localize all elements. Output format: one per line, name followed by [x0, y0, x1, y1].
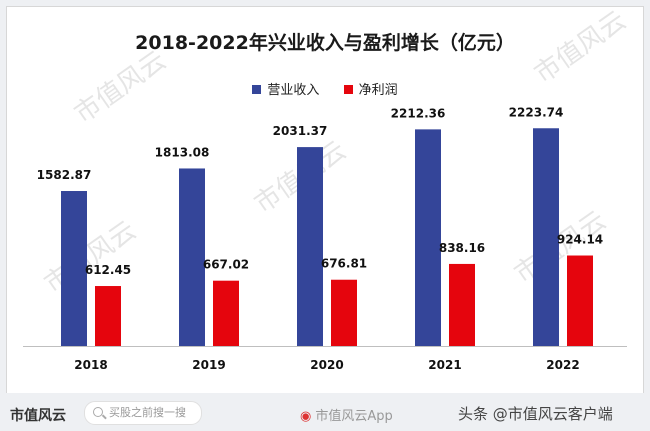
source-credit: 头条 @市值风云客户端 — [458, 405, 613, 423]
app-label-text: 市值风云App — [315, 409, 393, 424]
bar-net-profit-2022 — [567, 255, 593, 346]
bar-revenue-2020 — [297, 147, 323, 346]
legend-swatch-revenue — [252, 85, 262, 94]
app-label: ◉ 市值风云App — [300, 405, 393, 424]
bar-net-profit-2020 — [331, 279, 357, 346]
data-label-revenue-2021: 2212.36 — [391, 106, 446, 120]
x-tick-label-2020: 2020 — [310, 358, 343, 372]
data-label-net-profit-2021: 838.16 — [439, 241, 485, 255]
x-tick-label-2022: 2022 — [546, 358, 579, 372]
data-label-revenue-2019: 1813.08 — [155, 145, 210, 159]
chart-card: 市值风云 市值风云 市值风云 市值风云 市值风云 2018-2022年兴业收入与… — [6, 5, 644, 395]
data-label-revenue-2022: 2223.74 — [509, 105, 564, 119]
search-icon — [93, 407, 103, 417]
bar-revenue-2022 — [533, 128, 559, 346]
search-input[interactable]: 买股之前搜一搜 — [84, 401, 202, 425]
bar-plot: 1582.87 612.45 2018 1813.08 667.02 2019 2031.3… — [23, 105, 627, 372]
bar-revenue-2019 — [179, 168, 205, 346]
legend-label-revenue: 营业收入 — [267, 83, 320, 98]
chart-legend: 营业收入 净利润 — [7, 79, 643, 98]
bar-revenue-2021 — [415, 129, 441, 346]
legend-item-revenue: 营业收入 — [252, 79, 319, 98]
brand-logo: 市值风云 — [10, 408, 66, 424]
search-placeholder: 买股之前搜一搜 — [109, 406, 186, 419]
data-label-net-profit-2018: 612.45 — [85, 263, 131, 277]
x-tick-label-2018: 2018 — [74, 358, 107, 372]
legend-label-net-profit: 净利润 — [358, 83, 398, 98]
data-label-net-profit-2020: 676.81 — [321, 257, 367, 271]
x-tick-label-2021: 2021 — [428, 358, 461, 372]
bar-net-profit-2018 — [95, 286, 121, 346]
bar-revenue-2018 — [61, 191, 87, 346]
bar-net-profit-2019 — [213, 280, 239, 346]
footer-bar: 市值风云 买股之前搜一搜 ◉ 市值风云App 头条 @市值风云客户端 — [0, 393, 650, 431]
bar-net-profit-2021 — [449, 263, 475, 346]
legend-swatch-net-profit — [343, 85, 353, 94]
weibo-icon: ◉ — [300, 409, 312, 424]
data-label-revenue-2018: 1582.87 — [37, 168, 92, 182]
x-tick-label-2019: 2019 — [192, 358, 225, 372]
data-label-revenue-2020: 2031.37 — [273, 124, 328, 138]
data-label-net-profit-2022: 924.14 — [557, 233, 603, 247]
data-label-net-profit-2019: 667.02 — [203, 258, 249, 272]
chart-title: 2018-2022年兴业收入与盈利增长（亿元） — [135, 32, 515, 54]
legend-item-net-profit: 净利润 — [343, 79, 398, 98]
